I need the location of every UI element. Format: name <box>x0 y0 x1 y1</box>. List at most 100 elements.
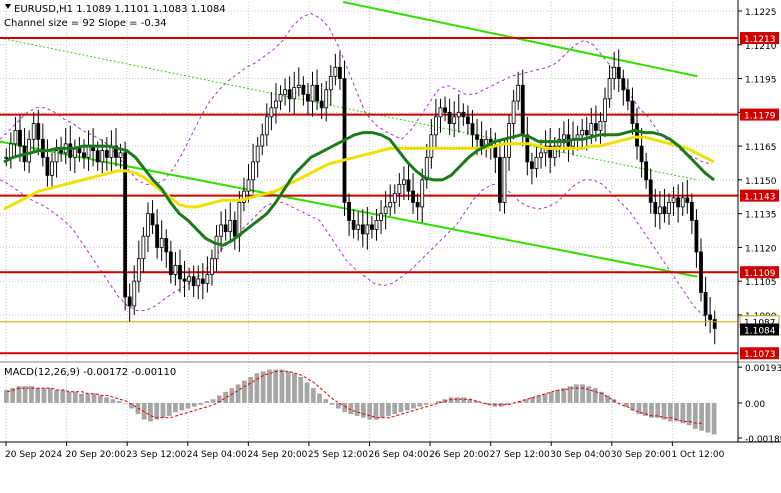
candle-body <box>296 84 301 88</box>
macd-histogram-bar <box>123 402 128 404</box>
macd-histogram-bar <box>542 393 548 403</box>
envelope-lower-line <box>0 179 713 320</box>
candle-body <box>452 116 457 124</box>
macd-panel <box>0 361 781 435</box>
candle-body <box>164 238 169 253</box>
candle-body <box>625 89 630 102</box>
candle-body <box>424 156 429 181</box>
macd-histogram-bar <box>35 388 41 403</box>
candle-body <box>447 111 452 124</box>
candle-body <box>132 280 137 307</box>
x-axis-ticks: 20 Sep 2024 20 Sep 20:00 23 Sep 12:00 24 Se… <box>5 442 725 460</box>
candle-body <box>630 100 635 124</box>
macd-histogram-bar <box>267 369 272 403</box>
level-price-tag <box>740 189 779 202</box>
candle-body <box>251 161 255 181</box>
macd-histogram-bar <box>398 402 404 413</box>
candle-body <box>155 224 160 248</box>
macd-histogram-bar <box>386 402 391 416</box>
candle-body <box>237 201 242 237</box>
candle-body <box>246 179 251 192</box>
candle-body <box>589 123 594 136</box>
candle-body <box>118 152 123 158</box>
price-labels: 1.12131.11791.11431.11091.10731.10871.10… <box>0 32 780 360</box>
candle-body <box>59 150 64 154</box>
candle-body <box>159 238 164 248</box>
candle-body <box>338 66 342 79</box>
y-tick-label: 1.1225 <box>745 8 777 18</box>
macd-histogram-bar <box>22 386 28 403</box>
x-tick-label: 24 Sep 20:00 <box>247 450 307 460</box>
candle-body <box>657 206 662 215</box>
ma-slow-line <box>3 135 715 211</box>
candle-body <box>214 235 219 260</box>
candle-body <box>402 179 406 185</box>
x-tick-label: 30 Sep 04:00 <box>550 450 610 460</box>
macd-histogram-bar <box>335 402 341 409</box>
candle-body <box>612 66 617 79</box>
level-price-tag <box>740 32 779 45</box>
macd-histogram-bar <box>160 402 166 418</box>
candle-body <box>712 319 717 329</box>
candle-body <box>187 276 192 282</box>
candle-body <box>406 179 411 192</box>
x-tick-label: 23 Sep 12:00 <box>126 450 186 460</box>
candle-body <box>18 129 22 147</box>
candle-body <box>434 116 438 136</box>
x-tick-label: 30 Sep 20:00 <box>611 450 671 460</box>
macd-header: MACD(12,26,9) -0.00172 -0.00110 <box>4 367 176 378</box>
channel-median-line <box>0 37 698 181</box>
candle-body <box>662 206 667 215</box>
candle-body <box>146 213 150 237</box>
candle-body <box>388 201 393 208</box>
macd-histogram-bar <box>310 388 316 403</box>
candle-body <box>27 138 32 163</box>
level-price-label: 1.1213 <box>744 35 776 45</box>
macd-histogram-bar <box>85 393 91 403</box>
candle-body <box>123 152 128 298</box>
y-tick-label: 1.1120 <box>745 244 777 254</box>
macd-histogram-bar <box>448 397 454 403</box>
candle-body <box>520 84 525 136</box>
candle-body <box>374 220 379 230</box>
candle-body <box>603 98 607 122</box>
macd-histogram-bar <box>636 402 642 415</box>
candle-body <box>232 220 237 237</box>
macd-histogram-bar <box>505 402 510 405</box>
candle-body <box>45 156 50 176</box>
macd-histogram-bar <box>580 384 585 403</box>
candle-body <box>324 89 329 109</box>
candle-body <box>54 150 59 163</box>
macd-histogram-bar <box>129 402 135 409</box>
macd-histogram-bar <box>41 388 47 403</box>
y-tick-label: 1.1165 <box>745 143 777 153</box>
macd-histogram-bar <box>91 393 97 403</box>
candle-body <box>283 89 287 95</box>
candle-body <box>205 274 210 284</box>
candle-body <box>223 224 228 233</box>
level-price-label: 1.1073 <box>744 350 776 360</box>
macd-histogram-bar <box>166 402 172 416</box>
candle-body <box>539 152 543 158</box>
macd-histogram-bar <box>548 391 554 403</box>
candle-body <box>315 84 319 102</box>
macd-histogram-bar <box>667 402 673 422</box>
candle-body <box>529 161 534 170</box>
candle-body <box>114 145 118 158</box>
candle-body <box>351 220 356 230</box>
candle-body <box>40 138 45 158</box>
candle-body <box>392 192 397 203</box>
level-price-label: 1.1143 <box>744 193 776 203</box>
candle-body <box>210 258 214 275</box>
macd-histogram-bar <box>29 386 34 403</box>
macd-histogram-bar <box>223 391 228 403</box>
macd-histogram-bar <box>642 402 648 416</box>
candle-body <box>699 251 703 293</box>
candle-body <box>269 107 274 118</box>
x-tick-label: 20 Sep 20:00 <box>66 450 126 460</box>
macd-histogram-bar <box>655 402 661 418</box>
macd-histogram-bar <box>480 402 485 404</box>
candle-body <box>173 265 178 275</box>
level-price-label: 1.1109 <box>744 269 776 279</box>
envelope-upper-line <box>0 12 713 185</box>
